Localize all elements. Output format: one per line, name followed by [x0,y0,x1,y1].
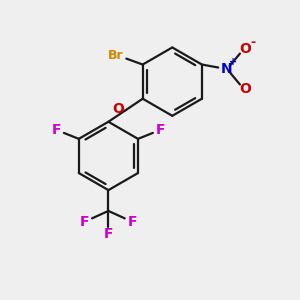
Text: +: + [229,58,237,68]
Text: O: O [239,42,251,56]
Text: F: F [103,227,113,241]
Text: F: F [128,215,137,229]
Text: F: F [79,215,89,229]
Text: F: F [52,123,61,137]
Text: -: - [250,36,255,49]
Text: O: O [239,82,251,96]
Text: N: N [221,62,232,76]
Text: O: O [112,102,124,116]
Text: F: F [155,123,165,137]
Text: Br: Br [108,49,124,62]
